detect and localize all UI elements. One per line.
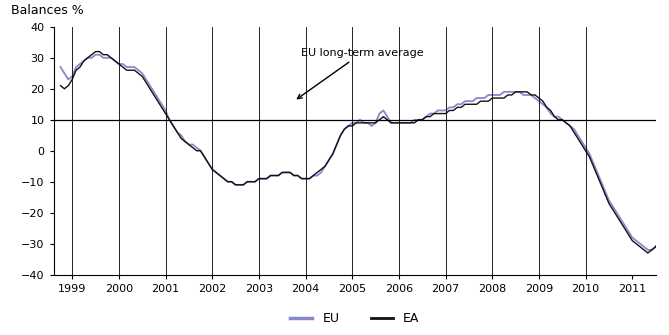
Line: EA: EA [60, 52, 669, 253]
EU [92, 53, 100, 57]
EA [644, 251, 652, 255]
EA [103, 53, 111, 57]
EU [457, 102, 465, 106]
EU [122, 65, 130, 69]
EU [56, 65, 64, 69]
Text: Balances %: Balances % [11, 4, 84, 17]
EU [103, 56, 111, 60]
EA [56, 84, 64, 88]
EA [648, 248, 656, 252]
EU [644, 248, 652, 252]
EA [92, 50, 100, 54]
EA [122, 68, 130, 72]
Legend: EU, EA: EU, EA [285, 308, 424, 330]
Text: EU long-term average: EU long-term average [298, 48, 423, 99]
EU [648, 248, 656, 252]
Line: EU: EU [60, 55, 669, 250]
EA [457, 105, 465, 109]
